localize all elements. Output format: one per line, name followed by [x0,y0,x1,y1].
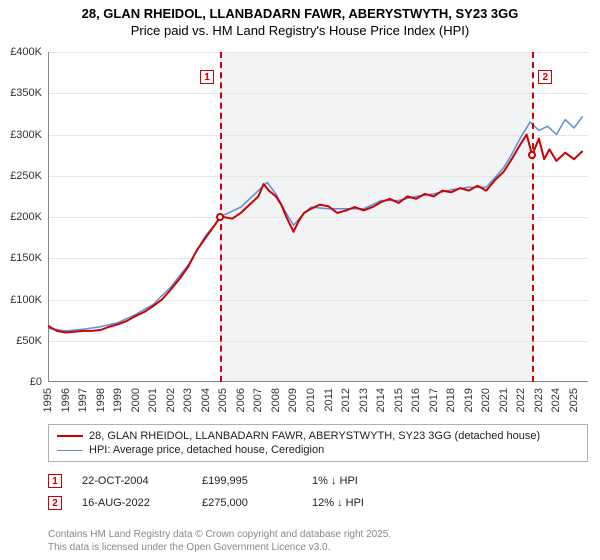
x-tick-label: 2014 [375,388,387,412]
y-tick-label: £400K [0,46,42,58]
event-date-1: 22-OCT-2004 [82,475,182,487]
x-tick-label: 2000 [130,388,142,412]
legend-box: 28, GLAN RHEIDOL, LLANBADARN FAWR, ABERY… [48,424,588,462]
x-tick-label: 1998 [95,388,107,412]
event-pct-2: 12% ↓ HPI [312,497,422,509]
x-tick-label: 1999 [112,388,124,412]
x-tick-label: 2017 [428,388,440,412]
y-tick-label: £250K [0,170,42,182]
chart-lines [48,52,588,382]
legend-swatch-2 [57,450,83,451]
x-tick-label: 2018 [445,388,457,412]
chart-plot-area: 12 £0£50K£100K£150K£200K£250K£300K£350K£… [48,52,588,382]
x-tick-label: 2008 [270,388,282,412]
x-tick-label: 2006 [235,388,247,412]
chart-title: 28, GLAN RHEIDOL, LLANBADARN FAWR, ABERY… [0,0,600,40]
title-line1: 28, GLAN RHEIDOL, LLANBADARN FAWR, ABERY… [0,6,600,23]
series-hpi [48,116,583,331]
y-tick-label: £350K [0,87,42,99]
events-table: 1 22-OCT-2004 £199,995 1% ↓ HPI 2 16-AUG… [48,470,588,514]
title-line2: Price paid vs. HM Land Registry's House … [0,23,600,40]
x-tick-label: 2005 [217,388,229,412]
y-tick-label: £150K [0,252,42,264]
x-tick-label: 2003 [182,388,194,412]
x-tick-label: 2007 [252,388,264,412]
footer-attribution: Contains HM Land Registry data © Crown c… [48,529,391,554]
y-tick-label: £100K [0,294,42,306]
footer-line1: Contains HM Land Registry data © Crown c… [48,529,391,542]
marker-box-2: 2 [538,70,552,84]
event-marker-2: 2 [48,496,62,510]
event-date-2: 16-AUG-2022 [82,497,182,509]
x-tick-label: 1995 [42,388,54,412]
x-tick-label: 2002 [165,388,177,412]
x-tick-label: 2015 [393,388,405,412]
x-tick-label: 1996 [60,388,72,412]
y-tick-label: £0 [0,376,42,388]
footer-line2: This data is licensed under the Open Gov… [48,542,391,555]
y-tick-label: £200K [0,211,42,223]
x-tick-label: 2023 [533,388,545,412]
y-tick-label: £50K [0,335,42,347]
x-tick-label: 2019 [463,388,475,412]
y-tick-label: £300K [0,129,42,141]
event-vline [532,52,534,382]
event-price-1: £199,995 [202,475,292,487]
x-tick-label: 2013 [358,388,370,412]
legend-swatch-1 [57,435,83,437]
x-tick-label: 2016 [410,388,422,412]
x-tick-label: 1997 [77,388,89,412]
marker-dot-2 [528,151,536,159]
legend-label-2: HPI: Average price, detached house, Cere… [89,444,324,456]
event-pct-1: 1% ↓ HPI [312,475,422,487]
marker-box-1: 1 [200,70,214,84]
series-price_paid [48,135,583,333]
x-tick-label: 2020 [480,388,492,412]
x-tick-label: 2009 [287,388,299,412]
x-tick-label: 2011 [323,388,335,412]
event-row-2: 2 16-AUG-2022 £275,000 12% ↓ HPI [48,492,588,514]
x-tick-label: 2004 [200,388,212,412]
event-row-1: 1 22-OCT-2004 £199,995 1% ↓ HPI [48,470,588,492]
event-price-2: £275,000 [202,497,292,509]
x-tick-label: 2024 [550,388,562,412]
legend-entry-2: HPI: Average price, detached house, Cere… [57,443,579,457]
marker-dot-1 [216,213,224,221]
event-marker-1: 1 [48,474,62,488]
x-tick-label: 2022 [515,388,527,412]
x-tick-label: 2012 [340,388,352,412]
legend-entry-1: 28, GLAN RHEIDOL, LLANBADARN FAWR, ABERY… [57,429,579,443]
x-tick-label: 2021 [498,388,510,412]
x-tick-label: 2010 [305,388,317,412]
legend-label-1: 28, GLAN RHEIDOL, LLANBADARN FAWR, ABERY… [89,430,540,442]
x-tick-label: 2025 [568,388,580,412]
x-tick-label: 2001 [147,388,159,412]
